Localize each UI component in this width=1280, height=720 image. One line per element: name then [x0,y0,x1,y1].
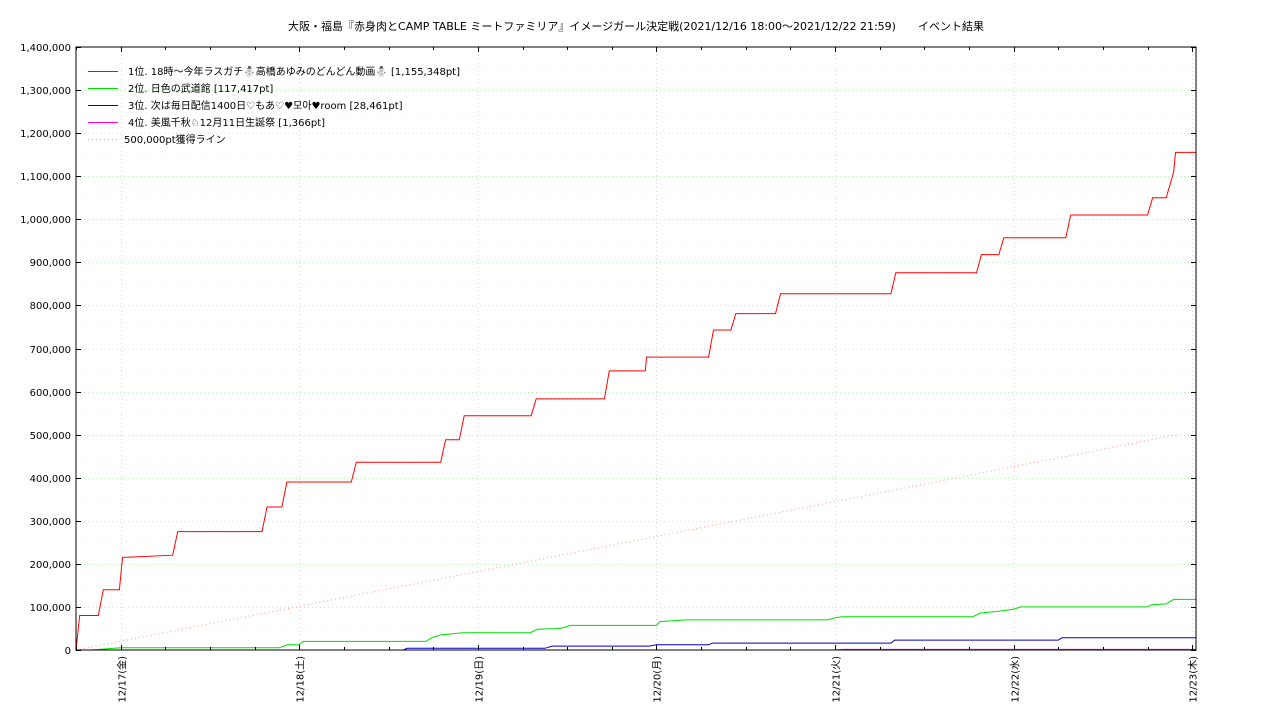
x-tick-label: 12/20(月) [652,656,664,703]
y-tick-label: 1,200,000 [20,129,71,140]
x-tick-label: 12/18(土) [294,656,307,703]
y-tick-label: 300,000 [30,517,71,528]
legend: 1位. 18時～今年ラスガチ⛄高橋あゆみのどんどん動画⛄ [1,155,348p… [88,65,460,146]
y-tick-label: 1,300,000 [20,86,71,97]
y-tick-label: 800,000 [30,301,71,312]
y-tick-label: 1,000,000 [20,215,71,226]
chart-title: 大阪・福島『赤身肉とCAMP TABLE ミートファミリア』イメージガール決定戦… [288,19,984,33]
y-tick-label: 200,000 [30,560,71,571]
x-tick-label: 12/19(日) [475,656,486,703]
legend-label: 500,000pt獲得ライン [124,133,226,146]
y-tick-label: 100,000 [30,603,71,614]
y-tick-label: 1,400,000 [20,43,71,54]
y-tick-label: 900,000 [30,258,71,269]
series-line-2 [76,598,1196,651]
x-tick-label: 12/23(木) [1188,656,1200,703]
series-line-3 [76,637,1196,651]
y-tick-label: 700,000 [30,345,71,356]
axes: 0 100,000 200,000 300,000 400,000 500,000 600,… [20,43,1199,703]
x-tick-label: 12/21(火) [831,656,843,703]
series-lines [75,151,1196,651]
y-tick-label: 400,000 [30,474,71,485]
legend-label: 2位. 日色の武道館 [117,417pt] [128,82,273,95]
grid-lines [76,47,1196,650]
y-tick-label: 600,000 [30,388,71,399]
legend-label: 1位. 18時～今年ラスガチ⛄高橋あゆみのどんどん動画⛄ [1,155,348p… [128,65,460,78]
legend-label: 3位. 次は毎日配信1400日♡もあ♡♥모아♥room [28,461pt] [128,99,403,112]
series-line-1 [75,151,1196,651]
x-tick-label: 12/22(水) [1010,656,1022,703]
y-tick-label: 0 [65,646,71,657]
x-tick-label: 12/17(金) [116,656,129,703]
legend-label: 4位. 美風千秋♘12月11日生誕祭 [1,366pt] [128,116,325,129]
y-tick-label: 500,000 [30,431,71,442]
plot-frame [75,46,1197,651]
y-tick-label: 1,100,000 [20,172,71,183]
